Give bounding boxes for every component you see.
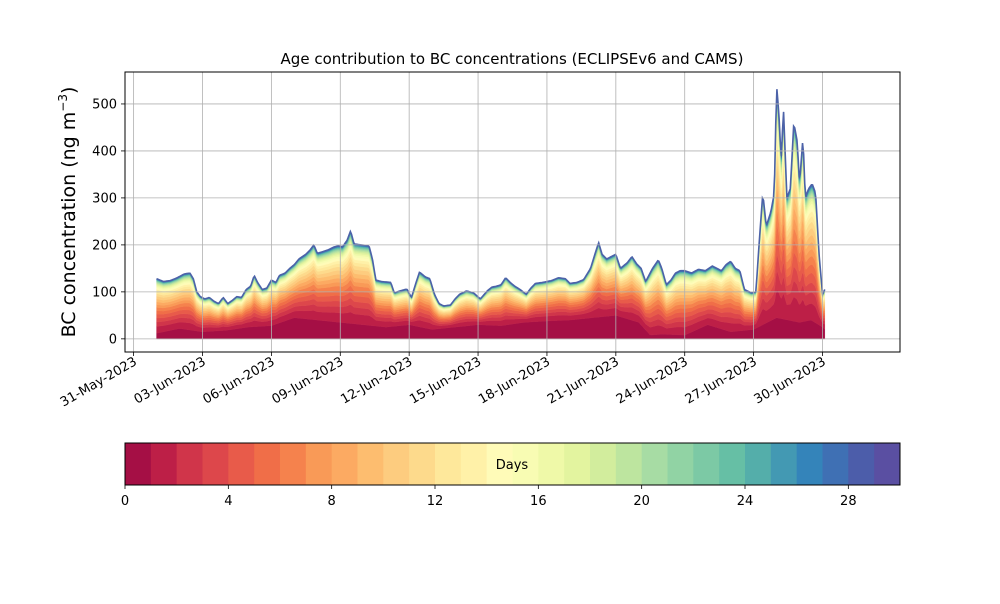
colorbar-segment	[590, 443, 617, 485]
colorbar-segment	[874, 443, 901, 485]
x-tick-label: 09-Jun-2023	[269, 354, 346, 407]
colorbar-segment	[770, 443, 798, 485]
colorbar-segment	[280, 443, 307, 485]
colorbar-segment	[641, 443, 668, 485]
x-tick-label: 12-Jun-2023	[338, 354, 415, 407]
colorbar-segment	[125, 443, 152, 485]
chart-title: Age contribution to BC concentrations (E…	[281, 50, 744, 68]
colorbar-segment	[719, 443, 746, 485]
colorbar-tick-label: 4	[224, 494, 232, 509]
colorbar-segment	[538, 443, 565, 485]
colorbar-segment	[150, 443, 178, 485]
colorbar-label: Days	[496, 458, 529, 473]
colorbar-segment	[693, 443, 720, 485]
y-tick-label: 0	[109, 332, 117, 347]
colorbar-segment	[305, 443, 333, 485]
colorbar-tick-label: 28	[840, 494, 857, 509]
x-tick-label: 15-Jun-2023	[407, 354, 484, 407]
colorbar-segment	[176, 443, 203, 485]
colorbar-frame	[124, 442, 901, 486]
x-axis: 31-May-202303-Jun-202306-Jun-202309-Jun-…	[58, 352, 829, 410]
colorbar-segment	[460, 443, 488, 485]
colorbar-tick-label: 16	[530, 494, 547, 509]
y-axis-label: BC concentration (ng m−3)	[56, 87, 80, 338]
y-tick-label: 400	[92, 144, 117, 159]
y-tick-label: 500	[92, 97, 117, 112]
colorbar-segment	[615, 443, 643, 485]
x-tick-label: 27-Jun-2023	[683, 354, 760, 407]
stacked-areas	[156, 89, 826, 340]
plot-frame	[124, 71, 901, 353]
colorbar-segment	[796, 443, 823, 485]
y-tick-label: 300	[92, 191, 117, 206]
colorbar-tick-label: 8	[328, 494, 336, 509]
grid-lines	[125, 72, 900, 352]
colorbar-segment	[486, 443, 513, 485]
x-tick-label: 18-Jun-2023	[476, 354, 553, 407]
y-axis-label-close: )	[58, 87, 80, 94]
colorbar-segment	[435, 443, 462, 485]
colorbar-tick-label: 12	[427, 494, 444, 509]
colorbar-tick-label: 24	[737, 494, 754, 509]
colorbar-segment	[228, 443, 255, 485]
x-tick-label: 06-Jun-2023	[201, 354, 278, 407]
colorbar	[124, 442, 901, 486]
colorbar-tick-label: 20	[633, 494, 650, 509]
colorbar-segment	[202, 443, 229, 485]
colorbar-segment	[564, 443, 591, 485]
y-axis-label-main: BC concentration (ng m	[58, 112, 80, 338]
y-tick-label: 100	[92, 285, 117, 300]
colorbar-segment	[383, 443, 410, 485]
colorbar-segment	[331, 443, 358, 485]
colorbar-segment	[409, 443, 436, 485]
x-tick-label: 31-May-2023	[58, 354, 140, 410]
colorbar-segment	[512, 443, 539, 485]
colorbar-tick-label: 0	[121, 494, 129, 509]
colorbar-segment	[254, 443, 281, 485]
colorbar-ticks: 0 4 8 12 16 20 24 28	[121, 485, 857, 509]
x-tick-label: 21-Jun-2023	[545, 354, 622, 407]
colorbar-segment	[745, 443, 772, 485]
x-tick-label: 03-Jun-2023	[132, 354, 209, 407]
y-axis: 0 100 200 300 400 500	[92, 97, 125, 347]
y-axis-label-superscript: −3	[56, 94, 70, 112]
colorbar-segment	[848, 443, 875, 485]
colorbar-segment	[822, 443, 849, 485]
x-tick-label: 30-Jun-2023	[752, 354, 829, 407]
x-tick-label: 24-Jun-2023	[614, 354, 691, 407]
total-concentration-line	[156, 89, 826, 307]
colorbar-segment	[357, 443, 384, 485]
y-tick-label: 200	[92, 238, 117, 253]
colorbar-segment	[667, 443, 694, 485]
